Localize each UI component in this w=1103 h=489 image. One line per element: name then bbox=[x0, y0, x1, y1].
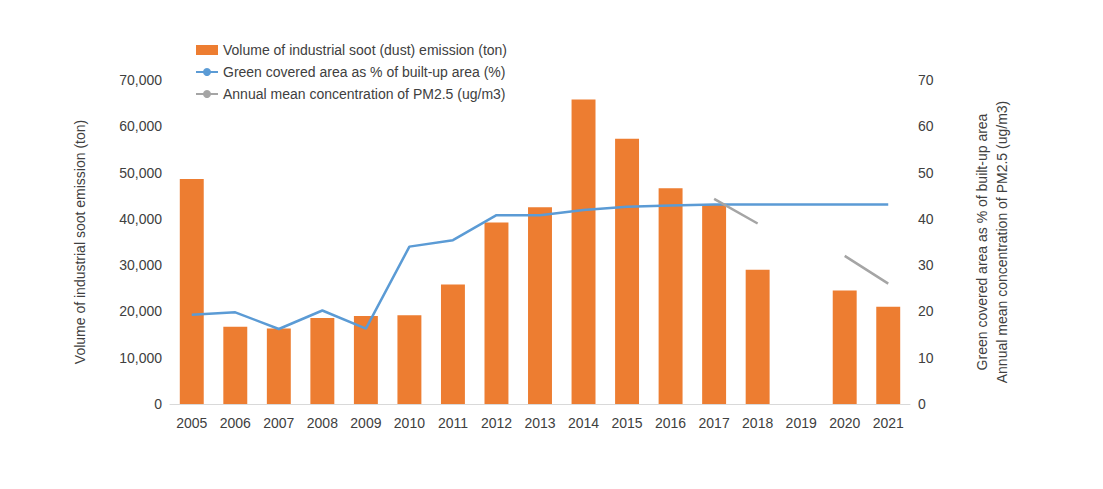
svg-text:2007: 2007 bbox=[263, 415, 294, 431]
svg-text:2020: 2020 bbox=[829, 415, 860, 431]
svg-text:30,000: 30,000 bbox=[119, 257, 162, 273]
svg-text:2012: 2012 bbox=[481, 415, 512, 431]
svg-text:2017: 2017 bbox=[699, 415, 730, 431]
svg-text:2015: 2015 bbox=[611, 415, 642, 431]
svg-text:2010: 2010 bbox=[394, 415, 425, 431]
svg-text:2019: 2019 bbox=[786, 415, 817, 431]
svg-text:2016: 2016 bbox=[655, 415, 686, 431]
svg-text:10,000: 10,000 bbox=[119, 350, 162, 366]
svg-text:2011: 2011 bbox=[438, 415, 468, 431]
svg-text:Annual mean concentration of P: Annual mean concentration of PM2.5 (ug/m… bbox=[223, 86, 506, 102]
svg-text:2013: 2013 bbox=[524, 415, 555, 431]
svg-text:Green covered area as % of bui: Green covered area as % of built-up area bbox=[974, 113, 990, 370]
svg-text:0: 0 bbox=[154, 396, 162, 412]
svg-text:0: 0 bbox=[918, 396, 926, 412]
svg-text:Volume of industrial soot emis: Volume of industrial soot emission (ton) bbox=[72, 120, 88, 364]
svg-text:60: 60 bbox=[918, 118, 934, 134]
svg-text:60,000: 60,000 bbox=[119, 118, 162, 134]
svg-text:Annual mean concentration of P: Annual mean concentration of PM2.5 (ug/m… bbox=[994, 101, 1010, 384]
svg-text:30: 30 bbox=[918, 257, 934, 273]
svg-text:2005: 2005 bbox=[176, 415, 207, 431]
svg-text:70: 70 bbox=[918, 72, 934, 88]
svg-text:Volume of industrial soot (dus: Volume of industrial soot (dust) emissio… bbox=[223, 42, 507, 58]
svg-text:2014: 2014 bbox=[568, 415, 599, 431]
svg-text:2009: 2009 bbox=[350, 415, 381, 431]
svg-text:20: 20 bbox=[918, 303, 934, 319]
svg-text:2006: 2006 bbox=[220, 415, 251, 431]
svg-text:2021: 2021 bbox=[873, 415, 904, 431]
svg-text:50: 50 bbox=[918, 165, 934, 181]
svg-text:20,000: 20,000 bbox=[119, 303, 162, 319]
svg-text:50,000: 50,000 bbox=[119, 165, 162, 181]
svg-text:Green covered area as % of bui: Green covered area as % of built-up area… bbox=[223, 64, 505, 80]
svg-text:10: 10 bbox=[918, 350, 934, 366]
svg-text:40,000: 40,000 bbox=[119, 211, 162, 227]
svg-text:70,000: 70,000 bbox=[119, 72, 162, 88]
svg-text:40: 40 bbox=[918, 211, 934, 227]
svg-text:2018: 2018 bbox=[742, 415, 773, 431]
svg-text:2008: 2008 bbox=[307, 415, 338, 431]
